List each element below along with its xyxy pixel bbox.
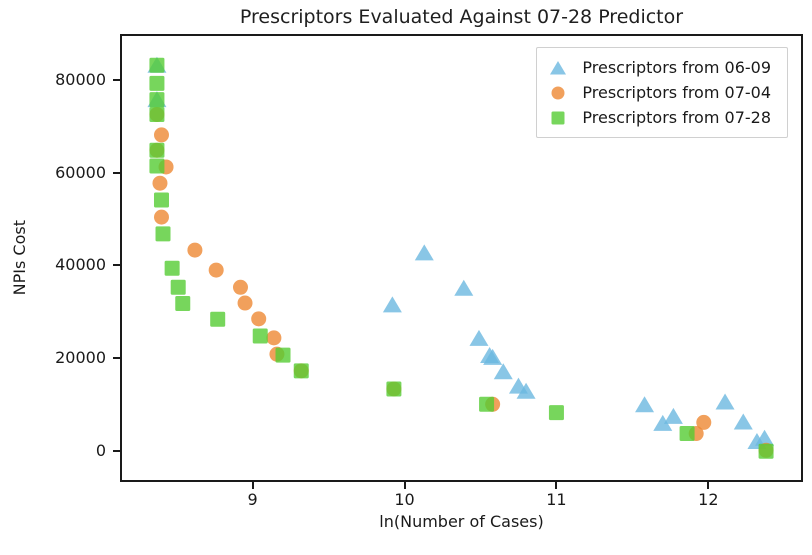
square-data-point [149, 57, 165, 73]
square-data-point [679, 426, 695, 442]
triangle-data-point [653, 414, 673, 431]
square-data-point [149, 92, 165, 108]
legend: Prescriptors from 06-09 Prescriptors from… [536, 47, 788, 138]
y-tick-mark [113, 450, 120, 453]
x-tick-mark [251, 482, 254, 489]
y-tick-mark [113, 78, 120, 81]
legend-label: Prescriptors from 07-04 [582, 83, 771, 102]
triangle-data-point [454, 279, 474, 296]
legend-item: Prescriptors from 06-09 [547, 55, 771, 80]
y-tick-mark [113, 357, 120, 360]
x-tick-label: 12 [698, 490, 719, 509]
triangle-data-point [483, 348, 503, 365]
triangle-data-point [382, 296, 402, 313]
square-data-point [149, 142, 165, 158]
legend-label: Prescriptors from 06-09 [582, 58, 771, 77]
y-axis-label-container: NPIs Cost [10, 34, 29, 482]
square-data-point [170, 279, 186, 295]
triangle-data-point [635, 396, 655, 413]
square-data-point [548, 405, 564, 421]
circle-data-point [232, 279, 248, 295]
triangle-legend-marker-icon [550, 61, 567, 75]
triangle-data-point [516, 382, 536, 399]
square-data-point [155, 226, 171, 242]
x-tick-mark [707, 482, 710, 489]
circle-data-point [251, 311, 267, 327]
legend-item: Prescriptors from 07-04 [547, 80, 771, 105]
circle-data-point [208, 262, 224, 278]
square-data-point [149, 106, 165, 122]
circle-data-point [237, 295, 253, 311]
x-tick-label: 9 [247, 490, 258, 509]
y-tick-label: 60000 [55, 162, 106, 182]
square-data-point [386, 381, 402, 397]
triangle-data-point [755, 429, 775, 446]
square-data-point [149, 158, 165, 174]
y-tick-mark [113, 264, 120, 267]
circle-data-point [696, 414, 712, 430]
x-axis-label: ln(Number of Cases) [379, 512, 544, 531]
y-tick-mark [113, 171, 120, 174]
square-data-point [293, 363, 309, 379]
square-data-point [252, 328, 268, 344]
y-tick-label: 0 [95, 441, 106, 461]
circle-data-point [266, 330, 282, 346]
square-data-point [210, 311, 226, 327]
triangle-data-point [414, 244, 434, 261]
y-tick-label: 80000 [55, 69, 106, 89]
x-tick-label: 10 [394, 490, 415, 509]
square-data-point [175, 296, 191, 312]
legend-item: Prescriptors from 07-28 [547, 105, 771, 130]
square-data-point [164, 260, 180, 276]
x-tick-mark [403, 482, 406, 489]
circle-data-point [152, 175, 168, 191]
circle-data-point [187, 242, 203, 258]
x-tick-label: 11 [546, 490, 567, 509]
triangle-data-point [715, 393, 735, 410]
triangle-data-point [493, 363, 513, 380]
chart-title: Prescriptors Evaluated Against 07-28 Pre… [239, 6, 684, 28]
circle-data-point [153, 127, 169, 143]
square-data-point [153, 192, 169, 208]
triangle-data-point [469, 329, 489, 346]
y-axis-label: NPIs Cost [10, 220, 29, 296]
square-data-point [479, 396, 495, 412]
plot-area: Prescriptors from 06-09 Prescriptors from… [120, 34, 803, 482]
y-tick-label: 20000 [55, 348, 106, 368]
square-data-point [275, 347, 291, 363]
square-data-point [758, 443, 774, 459]
square-legend-marker-icon [551, 111, 565, 125]
scatter-plot-canvas [147, 56, 775, 459]
y-tick-label: 40000 [55, 255, 106, 275]
x-tick-mark [555, 482, 558, 489]
triangle-data-point [663, 407, 683, 424]
circle-data-point [153, 209, 169, 225]
square-data-point [149, 75, 165, 91]
legend-label: Prescriptors from 07-28 [582, 108, 771, 127]
circle-legend-marker-icon [551, 86, 565, 100]
triangle-data-point [733, 413, 753, 430]
